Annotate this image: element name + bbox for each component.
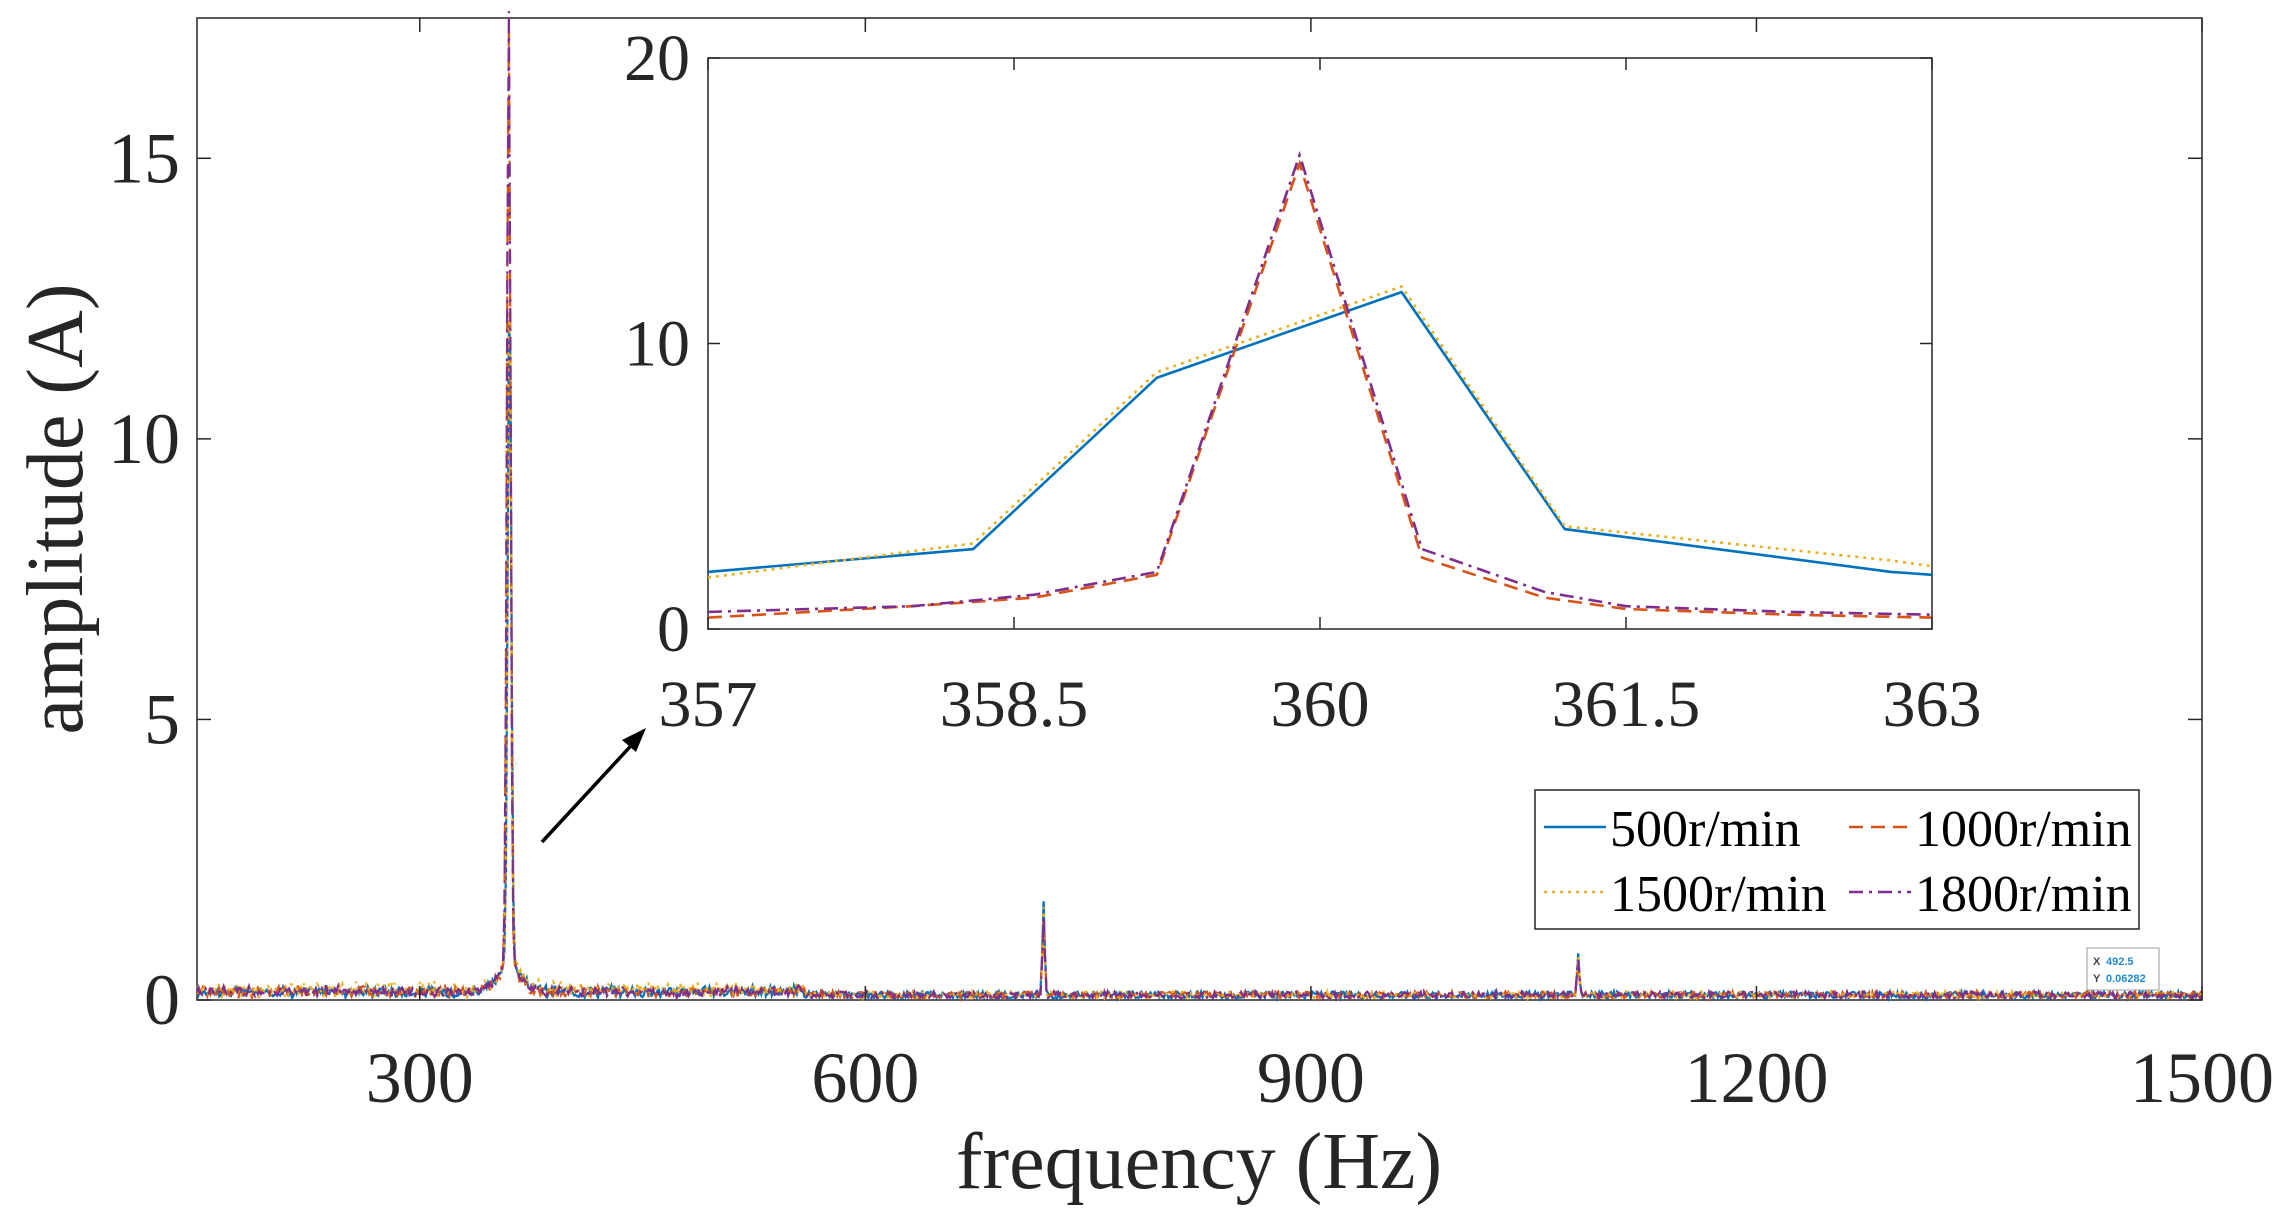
datatip-y-label: Y [2093, 973, 2101, 985]
y-tick-label: 10 [108, 399, 180, 479]
inset-series-line [707, 159, 1933, 619]
legend-label: 500r/min [1610, 801, 1801, 858]
inset-x-tick-label: 363 [1883, 668, 1982, 741]
legend-label: 1500r/min [1610, 866, 1827, 923]
inset-x-tick-label: 358.5 [940, 668, 1089, 741]
inset-plot-area: 357 358.5 360 361.5 363 0 10 20 [624, 22, 1982, 741]
inset-series-line [707, 150, 1933, 616]
datatip-x-value: 492.5 [2106, 956, 2134, 968]
inset-x-tick-label: 360 [1271, 668, 1370, 741]
inset-y-tick-label: 20 [624, 22, 690, 95]
legend-label: 1000r/min [1915, 801, 2132, 858]
x-tick-label: 1200 [1684, 1038, 1828, 1118]
inset-series-line [707, 290, 1933, 577]
inset-plot-background [707, 57, 1933, 630]
inset-y-tick-label: 0 [657, 593, 690, 666]
main-series-line [195, 11, 2204, 1003]
y-axis-label: amplitude (A) [12, 284, 100, 735]
y-tick-label: 5 [144, 679, 180, 759]
main-tick-group: 300 600 900 1200 1500 0 5 10 15 [108, 18, 2274, 1118]
legend[interactable]: 500r/min 1000r/min 1500r/min 1800r/min [1534, 789, 2140, 930]
inset-y-tick-label: 10 [624, 308, 690, 381]
datatip-box [2086, 947, 2160, 991]
inset-tick-group: 357 358.5 360 361.5 363 0 10 20 [624, 22, 1982, 741]
x-tick-label: 900 [1257, 1038, 1365, 1118]
x-tick-label: 300 [366, 1038, 474, 1118]
zoom-arrow [540, 728, 646, 844]
inset-series-line [707, 284, 1933, 579]
inset-x-tick-label: 361.5 [1552, 668, 1701, 741]
inset-series-group [707, 150, 1933, 619]
y-tick-label: 0 [144, 960, 180, 1040]
x-axis-label: frequency (Hz) [956, 1118, 1442, 1206]
datatip-x-label: X [2093, 956, 2101, 968]
datatip-y-value: 0.06282 [2106, 973, 2146, 985]
legend-entries: 500r/min 1000r/min 1500r/min 1800r/min [1544, 801, 2132, 923]
legend-box [1534, 789, 2140, 930]
inset-x-tick-label: 357 [659, 668, 758, 741]
legend-label: 1800r/min [1915, 866, 2132, 923]
x-tick-label: 600 [811, 1038, 919, 1118]
x-tick-label: 1500 [2130, 1038, 2274, 1118]
datatip[interactable]: X 492.5 Y 0.06282 [2086, 947, 2160, 991]
main-series-group [195, 11, 2204, 1003]
y-tick-label: 15 [108, 118, 180, 198]
